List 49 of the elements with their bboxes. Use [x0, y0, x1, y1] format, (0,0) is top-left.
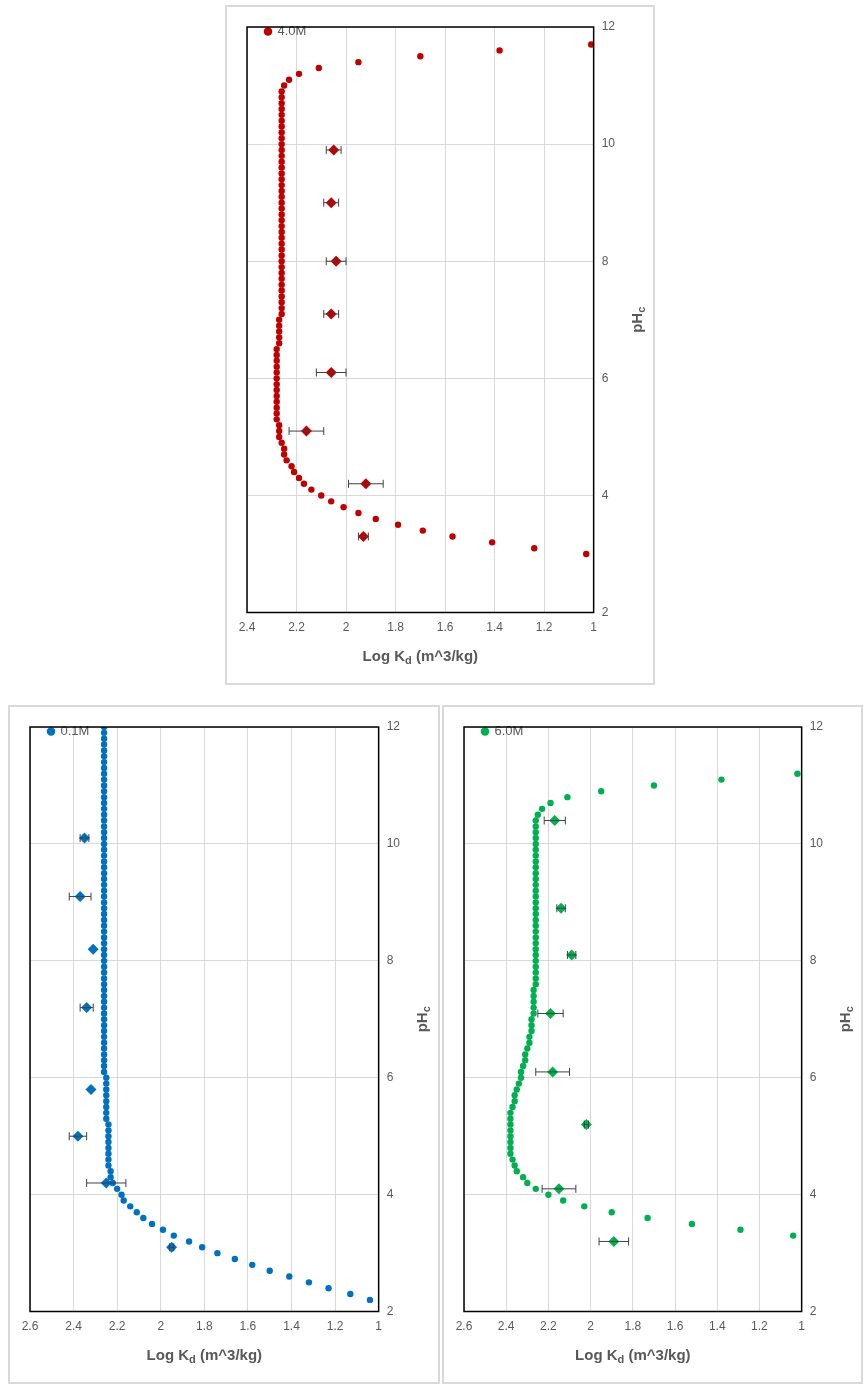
y-tick-label: 10 [601, 136, 616, 151]
y-axis-title: pHc [835, 1006, 856, 1033]
y-tick-label: 4 [809, 1186, 817, 1201]
y-tick-label: 2 [386, 1303, 394, 1318]
x-tick-label: 2.6 [455, 1319, 473, 1334]
x-tick-label: 2 [157, 1319, 165, 1334]
y-tick-label: 12 [601, 19, 616, 34]
x-tick-label: 1.2 [751, 1319, 769, 1334]
x-tick-label: 2.4 [238, 620, 256, 635]
x-tick-label: 1.8 [195, 1319, 213, 1334]
x-tick-label: 1.4 [283, 1319, 301, 1334]
x-tick-label: 2.6 [21, 1319, 39, 1334]
y-tick-label: 4 [601, 487, 609, 502]
x-tick-label: 1.2 [535, 620, 553, 635]
y-tick-label: 6 [601, 370, 609, 385]
y-tick-label: 2 [601, 604, 609, 619]
x-tick-label: 1.6 [239, 1319, 257, 1334]
x-tick-label: 1 [798, 1319, 806, 1334]
y-tick-label: 10 [809, 836, 824, 851]
y-tick-label: 8 [386, 953, 394, 968]
y-tick-label: 6 [386, 1070, 394, 1085]
x-tick-label: 1.4 [486, 620, 504, 635]
y-tick-label: 8 [601, 253, 609, 268]
x-tick-label: 1.4 [708, 1319, 726, 1334]
y-tick-label: 12 [809, 719, 824, 734]
x-tick-label: 1 [375, 1319, 383, 1334]
x-tick-label: 2.2 [288, 620, 306, 635]
point [87, 943, 99, 955]
x-tick-label: 1.2 [326, 1319, 344, 1334]
x-tick-label: 1.6 [666, 1319, 684, 1334]
x-tick-label: 1.8 [387, 620, 405, 635]
y-axis-title: pHc [412, 1006, 433, 1033]
x-tick-label: 2 [342, 620, 350, 635]
x-tick-label: 1.6 [436, 620, 454, 635]
y-tick-label: 10 [386, 836, 401, 851]
x-tick-label: 2.4 [65, 1319, 83, 1334]
x-tick-label: 1 [590, 620, 598, 635]
x-tick-label: 2.2 [540, 1319, 558, 1334]
point [85, 1083, 97, 1095]
y-axis-title: pHc [627, 306, 648, 333]
y-tick-label: 8 [809, 953, 817, 968]
y-tick-label: 4 [386, 1186, 394, 1201]
x-tick-label: 2 [587, 1319, 595, 1334]
y-tick-label: 2 [809, 1303, 817, 1318]
x-tick-label: 1.8 [624, 1319, 642, 1334]
x-tick-label: 2.2 [108, 1319, 126, 1334]
y-tick-label: 6 [809, 1070, 817, 1085]
x-tick-label: 2.4 [497, 1319, 515, 1334]
y-tick-label: 12 [386, 719, 401, 734]
